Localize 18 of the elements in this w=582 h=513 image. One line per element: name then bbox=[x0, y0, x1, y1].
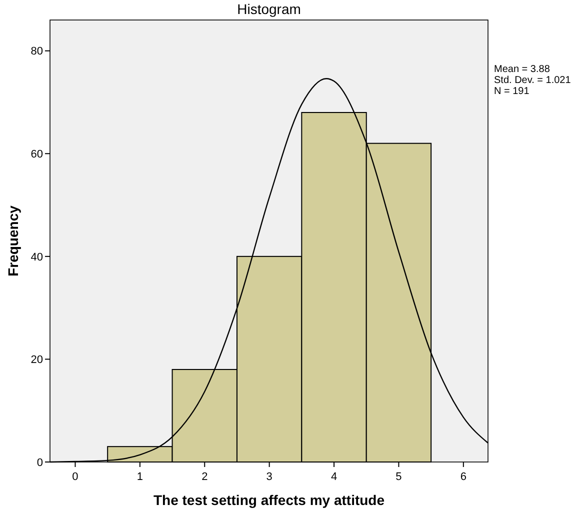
x-tick-label: 1 bbox=[136, 471, 143, 483]
text: Std. Dev. = 1.021 bbox=[494, 75, 572, 86]
y-tick-label: 20 bbox=[30, 354, 43, 366]
x-tick-label: 0 bbox=[72, 471, 78, 483]
x-tick-label: 6 bbox=[460, 471, 466, 483]
chart-title: Histogram bbox=[237, 1, 301, 17]
x-tick-label: 2 bbox=[202, 471, 208, 483]
y-tick-label: 60 bbox=[30, 148, 43, 160]
y-tick-label: 40 bbox=[30, 251, 43, 264]
x-tick-label: 4 bbox=[330, 471, 338, 483]
x-axis-title: The test setting affects my attitude bbox=[153, 492, 385, 508]
text: Mean = 3.88 bbox=[494, 64, 550, 75]
text: N = 191 bbox=[494, 86, 530, 97]
x-tick-label: 3 bbox=[266, 471, 272, 483]
y-tick-label: 80 bbox=[30, 46, 43, 58]
x-tick-label: 5 bbox=[396, 471, 402, 483]
y-axis-title: Frequency bbox=[5, 205, 21, 276]
y-tick-label: 0 bbox=[36, 456, 43, 469]
